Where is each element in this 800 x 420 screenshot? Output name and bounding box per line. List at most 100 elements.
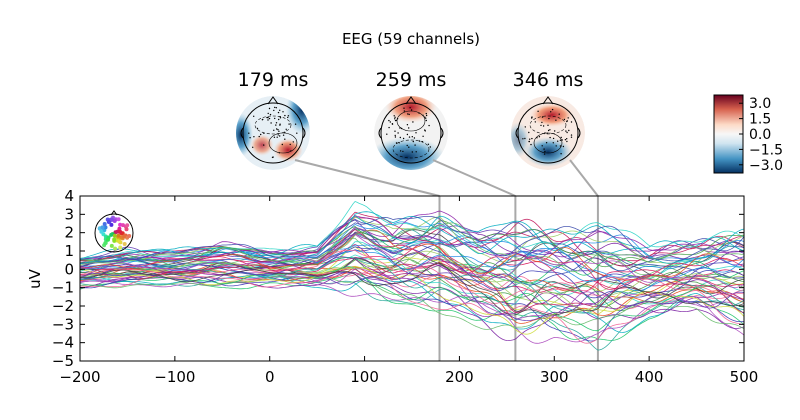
channel-trace [80, 201, 744, 259]
sensor-dot [543, 153, 546, 155]
channel-trace [80, 215, 744, 260]
sensor-dot [289, 143, 291, 146]
sensor-dot [566, 131, 568, 134]
sensor-dot [279, 135, 281, 137]
legend-sensor [109, 232, 114, 237]
sensor-dot [544, 150, 546, 153]
sensor-dot [424, 130, 426, 132]
topomap-0-label: 179 ms [238, 69, 309, 91]
sensor-dot [565, 130, 567, 132]
legend-sensor [105, 237, 110, 242]
sensor-dot [411, 136, 413, 138]
sensor-dot [268, 107, 271, 110]
sensor-dot [282, 134, 285, 136]
sensor-dot [393, 115, 395, 117]
x-tick-label: 100 [350, 368, 379, 386]
y-tick-label: −3 [52, 315, 74, 333]
contour-line [396, 110, 426, 132]
sensor-dot [570, 136, 573, 138]
sensor-dot [566, 140, 568, 143]
channel-trace [80, 222, 744, 273]
channel-trace [80, 235, 744, 278]
channel-trace [80, 252, 744, 312]
sensor-dot [415, 132, 417, 134]
legend-sensor [122, 242, 127, 246]
contour-line [268, 132, 298, 154]
sensor-dot [550, 111, 552, 113]
channel-trace [80, 250, 744, 311]
sensor-dot [546, 132, 548, 134]
sensor-dot [558, 113, 560, 115]
channel-trace [80, 228, 744, 286]
legend-sensor [109, 222, 114, 227]
sensor-dot [391, 123, 394, 125]
sensor-dot [394, 134, 396, 137]
sensor-dot [402, 150, 404, 153]
nose-outline [542, 96, 554, 105]
sensor-dot [407, 113, 409, 115]
channel-trace [80, 264, 744, 324]
channel-trace [80, 210, 744, 260]
sensor-dot [284, 138, 286, 140]
sensor-dot [425, 117, 427, 119]
channel-traces [80, 201, 744, 351]
legend-sensor [109, 243, 114, 248]
butterfly-plot: −200 −100 0 100 200 300 400 50043210−1−2−3−4−5 … [26, 187, 758, 386]
sensor-dot [544, 132, 546, 134]
right-ear-outline [440, 127, 444, 139]
sensor-dot [389, 121, 391, 123]
sensor-dot [555, 119, 557, 121]
colorbar-tick-label: 3.0 [749, 96, 771, 112]
colorbar: 3.01.50.0−1.5−3.0 [713, 94, 783, 174]
sensor-dot [263, 132, 265, 134]
legend-sensor [116, 217, 121, 222]
sensor-dot [542, 125, 545, 127]
sensor-dot [284, 114, 286, 117]
sensor-dot [531, 117, 533, 119]
sensor-dot [524, 126, 526, 128]
sensor-dot [278, 118, 280, 121]
sensor-dot [421, 141, 424, 143]
contour-line-dashed [529, 115, 567, 135]
sensor-dot [543, 148, 545, 150]
colorbar-gradient [713, 94, 744, 174]
sensor-dot [288, 123, 290, 125]
legend-head-outline [94, 213, 134, 253]
sensor-dot [540, 124, 542, 127]
sensor-dot [285, 128, 287, 130]
sensor-dot [522, 138, 524, 140]
y-tick-label: −2 [52, 297, 74, 315]
sensor-dot [562, 145, 565, 148]
colorbar-tick-label: 0.0 [749, 127, 771, 143]
sensor-dot [279, 117, 282, 119]
sensor-dot [545, 142, 548, 144]
plot-frame [79, 195, 745, 362]
sensor-dot [418, 140, 421, 142]
sensor-dot [274, 117, 276, 120]
sensor-dot [266, 116, 268, 119]
sensor-dot [415, 151, 417, 153]
sensor-dot [402, 137, 405, 140]
y-tick-label: 3 [64, 205, 74, 223]
sensor-dot [275, 122, 278, 124]
channel-trace [80, 266, 744, 332]
colorbar-ticks: 3.01.50.0−1.5−3.0 [739, 96, 783, 174]
sensor-dot [275, 124, 277, 126]
sensor-dot [549, 136, 551, 139]
topomap-1-label: 259 ms [376, 69, 447, 91]
sensor-dot [394, 116, 396, 119]
sensor-dot [413, 137, 416, 139]
sensor-dot [277, 111, 280, 114]
sensor-dot [552, 142, 554, 144]
sensor-dot [275, 107, 277, 109]
channel-trace [80, 216, 744, 262]
channel-trace [80, 220, 744, 268]
sensor-dot [406, 133, 409, 136]
sensor-dot [555, 145, 557, 147]
x-tick-label: 300 [540, 368, 569, 386]
sensor-dot [268, 117, 271, 120]
y-tick-label: −4 [52, 334, 74, 352]
sensor-dot [566, 120, 568, 123]
sensor-dot [408, 113, 410, 116]
contour-line [533, 132, 563, 154]
